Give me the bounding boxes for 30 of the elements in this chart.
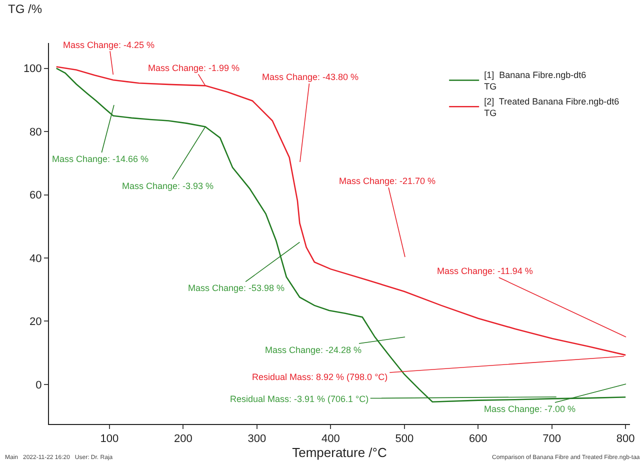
annotation: Mass Change: -21.70 %: [339, 176, 436, 186]
annotation: Residual Mass: -3.91 % (706.1 °C): [230, 394, 369, 404]
x-tick-label: 100: [100, 433, 119, 446]
x-tick-label: 600: [468, 433, 488, 446]
x-tick-label: 500: [395, 433, 414, 446]
x-tick-label: 700: [542, 433, 562, 446]
annotation: Mass Change: -11.94 %: [437, 266, 533, 276]
y-tick-label: 40: [30, 252, 42, 265]
annotation: Residual Mass: 8.92 % (798.0 °C): [252, 372, 388, 382]
x-tick-label: 400: [321, 433, 340, 446]
y-axis-title: TG /%: [8, 2, 42, 16]
y-tick-label: 80: [30, 126, 42, 138]
legend-label: [2] Treated Banana Fibre.ngb-dt6 TG: [484, 96, 620, 118]
x-tick-label: 200: [174, 433, 192, 446]
annotation: Mass Change: -43.80 %: [262, 72, 359, 82]
annotation: Mass Change: -3.93 %: [122, 181, 214, 191]
annotation: Mass Change: -1.99 %: [148, 63, 240, 73]
x-tick-label: 300: [248, 433, 266, 446]
annotation: Mass Change: -53.98 %: [188, 283, 285, 293]
y-tick-label: 60: [30, 190, 42, 202]
annotation: Mass Change: -24.28 %: [265, 345, 362, 355]
y-tick-label: 20: [30, 316, 42, 328]
annotation: Mass Change: -14.66 %: [52, 154, 149, 164]
annotation: Mass Change: -7.00 %: [484, 404, 576, 414]
x-axis-title: Temperature /°C: [292, 445, 387, 460]
y-tick-label: 100: [23, 63, 42, 76]
annotation: Mass Change: -4.25 %: [63, 40, 155, 50]
legend-label: [1] Banana Fibre.ngb-dt6 TG: [484, 70, 586, 92]
y-tick-label: 0: [36, 379, 42, 392]
x-tick-label: 800: [616, 433, 635, 446]
